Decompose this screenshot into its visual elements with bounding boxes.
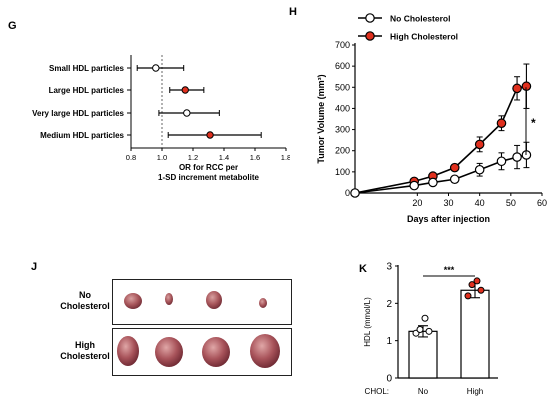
panel-label-k: K bbox=[359, 263, 367, 275]
tumor-image bbox=[155, 337, 183, 367]
bar bbox=[460, 289, 490, 379]
y-tick-label: 0 bbox=[386, 374, 392, 385]
x-tick-label: 1.6 bbox=[250, 153, 260, 162]
panel-label-j: J bbox=[31, 261, 38, 273]
legend-label: High Cholesterol bbox=[390, 32, 458, 42]
y-tick-label: 100 bbox=[335, 167, 350, 177]
group-label: CHOL: bbox=[365, 387, 389, 396]
x-tick-label: 0.8 bbox=[126, 153, 136, 162]
x-tick-label: 1.2 bbox=[188, 153, 198, 162]
row1-label-line1: No bbox=[79, 290, 91, 300]
data-point bbox=[421, 314, 429, 322]
data-point bbox=[425, 327, 433, 335]
legend-marker bbox=[365, 31, 375, 41]
data-point bbox=[512, 152, 522, 162]
tumor-image bbox=[117, 336, 139, 366]
data-point bbox=[477, 286, 485, 294]
legend-marker bbox=[365, 13, 375, 23]
tumor-image bbox=[206, 291, 222, 309]
x-tick-label: 1.4 bbox=[219, 153, 229, 162]
panel-label-h: H bbox=[289, 6, 297, 18]
data-point bbox=[512, 83, 522, 94]
y-tick-label: 1 bbox=[386, 336, 392, 347]
x-axis-label: Days after injection bbox=[407, 214, 490, 224]
x-axis-label-line2: 1-SD increment metabolite bbox=[158, 173, 259, 182]
row2-label-line2: Cholesterol bbox=[60, 351, 110, 361]
y-tick-label: 3 bbox=[386, 262, 392, 273]
panel-label-g: G bbox=[8, 20, 17, 32]
y-tick-label: 700 bbox=[335, 40, 350, 50]
data-point bbox=[474, 139, 485, 150]
significance-marker: *** bbox=[444, 265, 455, 275]
tumor-image bbox=[202, 337, 230, 367]
x-tick-label: 30 bbox=[443, 198, 453, 208]
bar bbox=[408, 330, 438, 379]
y-axis-label: Tumor Volume (mm³) bbox=[316, 74, 326, 163]
x-tick-label: 50 bbox=[506, 198, 516, 208]
y-axis-label: HDL (mmol/L) bbox=[363, 297, 372, 347]
series-line bbox=[354, 85, 527, 194]
hdl-bar-chart-k: 0 1 2 3 HDL (mmol/L) No High CHOL: *** bbox=[363, 262, 498, 396]
estimate-point bbox=[152, 64, 160, 72]
category-label: Medium HDL particles bbox=[40, 131, 124, 140]
data-point bbox=[473, 277, 481, 285]
tumor-image bbox=[259, 298, 267, 308]
y-tick-label: 500 bbox=[335, 82, 350, 92]
data-point bbox=[496, 156, 507, 167]
x-tick-label: 40 bbox=[475, 198, 485, 208]
category-label: High bbox=[467, 387, 483, 396]
category-label: Small HDL particles bbox=[49, 64, 125, 73]
data-point bbox=[496, 118, 507, 129]
y-tick-label: 300 bbox=[335, 125, 350, 135]
category-label: No bbox=[418, 387, 429, 396]
estimate-point bbox=[183, 109, 191, 117]
data-point bbox=[409, 180, 420, 191]
x-axis-label-line1: OR for RCC per bbox=[179, 163, 238, 172]
y-tick-label: 200 bbox=[335, 146, 350, 156]
data-point bbox=[428, 177, 438, 188]
estimate-point bbox=[206, 131, 214, 139]
estimate-point bbox=[181, 86, 189, 94]
data-point bbox=[449, 174, 460, 185]
y-tick-label: 400 bbox=[335, 103, 350, 113]
y-tick-label: 2 bbox=[386, 299, 392, 310]
data-point bbox=[416, 325, 424, 333]
x-tick-label: 60 bbox=[537, 198, 547, 208]
tumor-image bbox=[165, 293, 173, 305]
category-label: Large HDL particles bbox=[49, 86, 125, 95]
tumor-row-high-cholesterol bbox=[112, 328, 292, 376]
row2-label-line1: High bbox=[75, 340, 95, 350]
data-point bbox=[350, 188, 360, 198]
y-tick-label: 600 bbox=[335, 61, 350, 71]
tumor-growth-chart-h: 0 100 200 300 400 500 600 700 20 30 40 50 60 Days aft… bbox=[316, 13, 547, 224]
x-tick-label: 1.0 bbox=[157, 153, 167, 162]
x-tick-label: 20 bbox=[412, 198, 422, 208]
data-point bbox=[449, 162, 460, 173]
data-point bbox=[464, 292, 472, 300]
data-point bbox=[468, 281, 476, 289]
row1-label-line2: Cholesterol bbox=[60, 301, 110, 311]
category-label: Very large HDL particles bbox=[32, 109, 124, 118]
y-tick-label: 0 bbox=[345, 188, 350, 198]
forest-plot-g: 0.8 1.0 1.2 1.4 1.6 1.8 Small HDL particles Lar… bbox=[32, 55, 290, 182]
x-tick-label: 1.8 bbox=[281, 153, 290, 162]
tumor-image bbox=[250, 334, 280, 368]
tumor-image bbox=[124, 293, 142, 309]
data-point bbox=[474, 164, 485, 175]
legend-label: No Cholesterol bbox=[390, 14, 450, 24]
significance-marker: * bbox=[531, 116, 536, 130]
row2-label: High Cholesterol bbox=[60, 340, 110, 362]
tumor-row-no-cholesterol bbox=[112, 279, 292, 325]
row1-label: No Cholesterol bbox=[60, 290, 110, 312]
